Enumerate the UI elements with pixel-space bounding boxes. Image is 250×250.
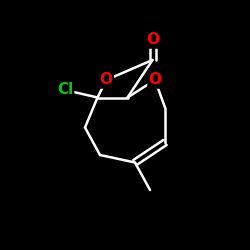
Text: O: O	[146, 32, 159, 48]
Text: O: O	[148, 72, 162, 88]
Text: O: O	[100, 72, 113, 88]
Text: Cl: Cl	[57, 82, 73, 98]
